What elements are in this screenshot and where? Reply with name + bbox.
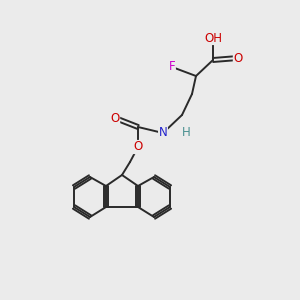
Text: N: N	[159, 127, 167, 140]
Text: H: H	[182, 127, 190, 140]
Text: O: O	[233, 52, 243, 64]
Text: O: O	[110, 112, 120, 124]
Text: F: F	[169, 61, 175, 74]
Text: OH: OH	[204, 32, 222, 44]
Text: O: O	[134, 140, 142, 154]
